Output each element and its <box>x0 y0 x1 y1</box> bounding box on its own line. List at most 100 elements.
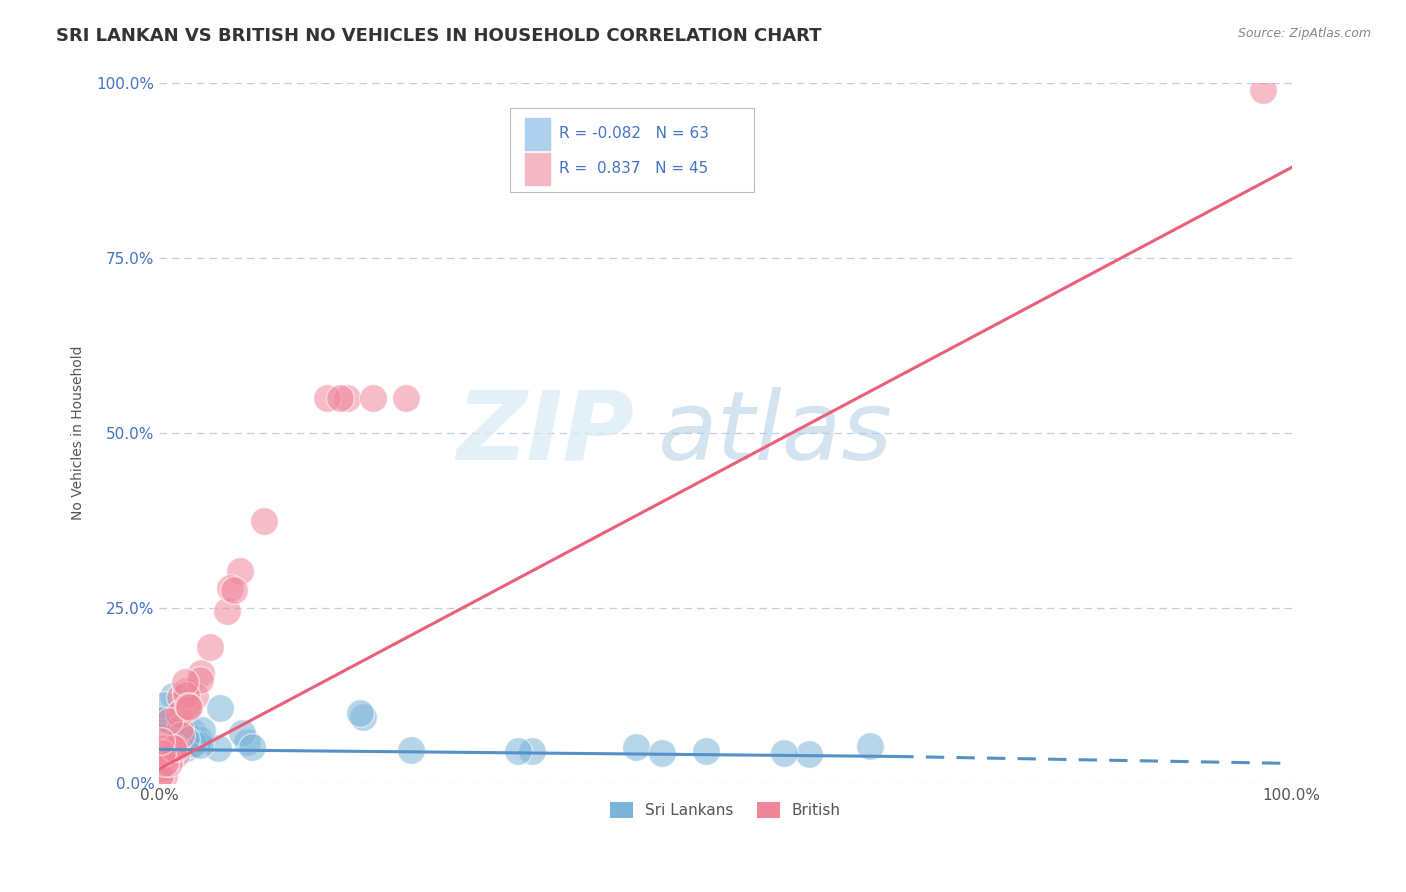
Point <box>190 673 212 688</box>
FancyBboxPatch shape <box>510 108 754 192</box>
Point <box>177 699 200 714</box>
Text: Source: ZipAtlas.com: Source: ZipAtlas.com <box>1237 27 1371 40</box>
Point <box>180 724 202 739</box>
Point <box>157 719 180 733</box>
Point <box>169 706 191 721</box>
Point <box>150 714 173 728</box>
Point <box>1253 83 1275 97</box>
Point <box>174 732 197 747</box>
Point <box>149 740 172 755</box>
Point <box>149 737 172 751</box>
Point <box>159 756 181 770</box>
Point <box>159 739 181 754</box>
Bar <box>524 153 550 185</box>
Point <box>149 766 172 780</box>
Text: atlas: atlas <box>658 387 893 480</box>
Point <box>315 391 337 405</box>
Point <box>219 581 242 595</box>
Point <box>181 737 204 751</box>
Point <box>150 747 173 761</box>
Point <box>188 738 211 752</box>
Point <box>651 746 673 760</box>
Point <box>361 391 384 405</box>
Point <box>169 728 191 742</box>
Point <box>188 731 211 746</box>
Point <box>157 714 180 729</box>
Point <box>153 729 176 743</box>
Point <box>165 747 187 762</box>
Point <box>176 699 198 714</box>
Point <box>153 714 176 728</box>
Point <box>149 732 172 747</box>
Point <box>222 582 245 597</box>
Point <box>207 740 229 755</box>
Point <box>149 714 172 728</box>
Point <box>165 739 187 754</box>
Point <box>797 747 820 761</box>
Point <box>150 731 173 745</box>
Point <box>169 721 191 735</box>
Point <box>149 769 172 783</box>
Point <box>153 731 176 746</box>
Point <box>149 736 172 750</box>
Text: R =  0.837   N = 45: R = 0.837 N = 45 <box>560 161 709 177</box>
Point <box>859 739 882 753</box>
Point <box>329 391 352 405</box>
Point <box>153 745 176 759</box>
Point <box>181 736 204 750</box>
Point <box>169 690 191 704</box>
Point <box>155 735 177 749</box>
Point <box>150 739 173 754</box>
Point <box>150 736 173 750</box>
Point <box>174 688 197 702</box>
Point <box>217 604 239 618</box>
Point <box>231 726 253 740</box>
Point <box>152 731 174 746</box>
Point <box>172 704 194 718</box>
Point <box>336 391 359 405</box>
Point <box>236 735 259 749</box>
Point <box>174 741 197 756</box>
Point <box>520 744 543 758</box>
Point <box>149 738 172 752</box>
Point <box>153 745 176 759</box>
Point <box>149 737 172 751</box>
Point <box>149 729 172 743</box>
Point <box>150 740 173 755</box>
Point <box>626 740 648 755</box>
Point <box>149 733 172 747</box>
Point <box>150 713 173 727</box>
Point <box>149 713 172 727</box>
Point <box>773 746 796 760</box>
Point <box>159 741 181 756</box>
Point <box>174 725 197 739</box>
Point <box>165 741 187 756</box>
Point <box>352 710 374 724</box>
Point <box>149 737 172 751</box>
Point <box>173 674 195 689</box>
Y-axis label: No Vehicles in Household: No Vehicles in Household <box>72 346 86 521</box>
Point <box>177 699 200 714</box>
Point <box>159 739 181 754</box>
Point <box>153 756 176 770</box>
Point <box>162 689 184 703</box>
Point <box>508 743 530 757</box>
Point <box>253 514 276 528</box>
Text: SRI LANKAN VS BRITISH NO VEHICLES IN HOUSEHOLD CORRELATION CHART: SRI LANKAN VS BRITISH NO VEHICLES IN HOU… <box>56 27 821 45</box>
Point <box>159 738 181 752</box>
Point <box>162 741 184 756</box>
Point <box>162 740 184 755</box>
Point <box>149 739 172 754</box>
Point <box>395 391 418 405</box>
Point <box>209 701 232 715</box>
Point <box>149 762 172 776</box>
Point <box>153 741 176 756</box>
Point <box>160 720 183 734</box>
Point <box>166 741 188 756</box>
Point <box>184 689 207 703</box>
Point <box>152 718 174 732</box>
Point <box>399 743 422 757</box>
Point <box>176 683 198 698</box>
Point <box>157 724 180 739</box>
Point <box>155 735 177 749</box>
